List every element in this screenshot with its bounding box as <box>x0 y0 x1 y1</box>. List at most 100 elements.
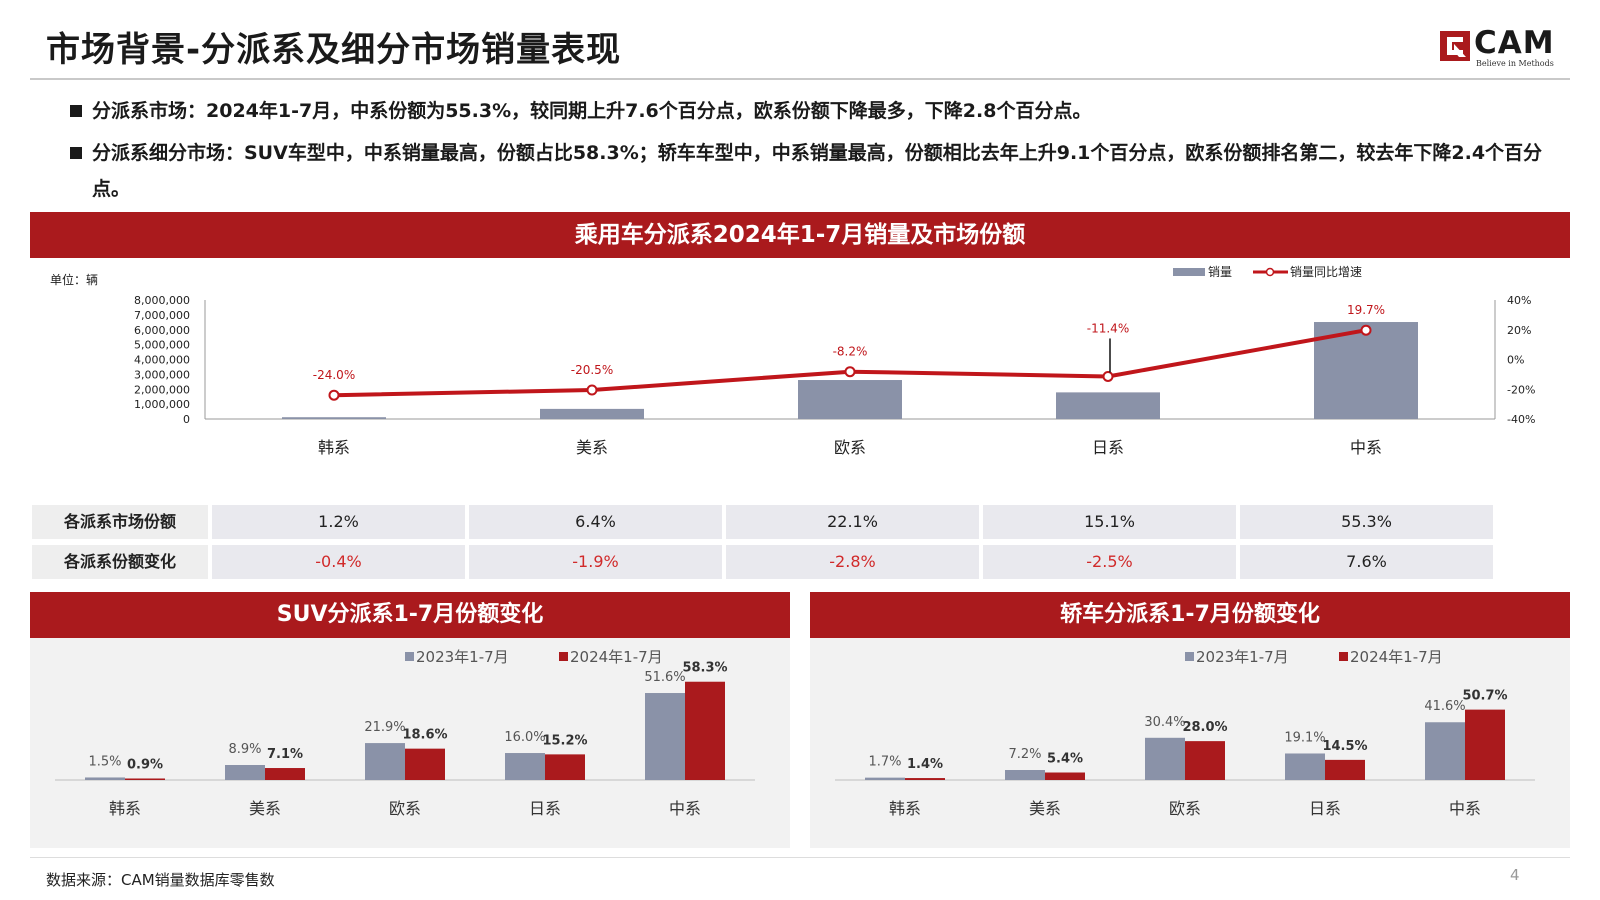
y2-tick-label: 20% <box>1507 324 1531 337</box>
growth-data-label: 19.7% <box>1347 303 1385 317</box>
bullet-square-icon <box>70 147 82 159</box>
data-label-2024: 58.3% <box>682 661 727 676</box>
share-cell: 1.2% <box>212 505 465 539</box>
x-category-label: 美系 <box>249 799 281 818</box>
legend-label-2024: 2024年1-7月 <box>1350 648 1443 666</box>
share-cell: 6.4% <box>469 505 722 539</box>
legend-label-2023: 2023年1-7月 <box>1196 648 1289 666</box>
y-tick-label: 8,000,000 <box>134 294 190 307</box>
share-bar-2023 <box>1145 737 1185 780</box>
legend-swatch-sales <box>1173 268 1205 276</box>
main-chart-title: 乘用车分派系2024年1-7月销量及市场份额 <box>30 212 1570 258</box>
suv-share-chart: 1.5% 0.9% 韩系 8.9% 7.1% 美系 21.9%18.6% 欧系 16.0%15.… <box>55 648 755 818</box>
data-label-2023: 30.4% <box>1144 715 1185 730</box>
logo-tagline: Believe in Methods <box>1476 59 1554 68</box>
legend-swatch-2023 <box>405 652 414 661</box>
y-tick-label: 7,000,000 <box>134 309 190 322</box>
share-cell: 55.3% <box>1240 505 1493 539</box>
share-bar-2024 <box>1045 772 1085 780</box>
share-bar-2023 <box>645 693 685 780</box>
legend-swatch-growth-marker <box>1265 267 1275 277</box>
data-source: 数据来源：CAM销量数据库零售数 <box>46 871 275 889</box>
x-category-label: 日系 <box>1309 799 1341 818</box>
share-bar-2024 <box>1325 759 1365 780</box>
data-label-2024: 1.4% <box>907 757 943 772</box>
summary-bullets: 分派系市场：2024年1-7月，中系份额为55.3%，较同期上升7.6个百分点，… <box>70 93 1570 207</box>
share-cell: 15.1% <box>983 505 1236 539</box>
y2-tick-label: 0% <box>1507 354 1524 367</box>
change-cell: -1.9% <box>469 545 722 579</box>
y-tick-label: 0 <box>183 413 190 426</box>
x-category-label: 日系 <box>529 799 561 818</box>
change-cell: 7.6% <box>1240 545 1493 579</box>
y2-tick-label: -40% <box>1507 413 1535 426</box>
data-label-2024: 28.0% <box>1182 720 1227 735</box>
sales-bar <box>1056 392 1160 419</box>
x-category-label: 韩系 <box>109 799 141 818</box>
share-bar-2024 <box>1185 741 1225 780</box>
x-category-label: 美系 <box>576 438 608 457</box>
x-category-label: 欧系 <box>834 438 866 457</box>
bullet-square-icon <box>70 105 82 117</box>
share-bar-2023 <box>1285 753 1325 780</box>
row-label-change: 各派系份额变化 <box>32 545 208 579</box>
data-label-2024: 14.5% <box>1322 739 1367 754</box>
share-bar-2024 <box>905 778 945 780</box>
share-table: 各派系市场份额 各派系份额变化 1.2% 6.4% 22.1% 15.1% 55… <box>30 505 1570 583</box>
data-label-2023: 21.9% <box>364 720 405 735</box>
x-category-label: 日系 <box>1092 438 1124 457</box>
sales-bar <box>798 380 902 419</box>
data-label-2023: 41.6% <box>1424 699 1465 714</box>
x-category-label: 韩系 <box>318 438 350 457</box>
x-category-label: 中系 <box>669 799 701 818</box>
share-bar-2024 <box>405 748 445 780</box>
bullet-item: 分派系市场：2024年1-7月，中系份额为55.3%，较同期上升7.6个百分点，… <box>70 93 1570 129</box>
share-bar-2024 <box>265 768 305 780</box>
data-label-2023: 19.1% <box>1284 730 1325 745</box>
data-label-2024: 7.1% <box>267 747 303 762</box>
sedan-chart-title: 轿车分派系1-7月份额变化 <box>810 592 1570 638</box>
bullet-text: 分派系细分市场：SUV车型中，中系销量最高，份额占比58.3%；轿车车型中，中系… <box>92 142 1543 200</box>
bullet-text: 分派系市场：2024年1-7月，中系份额为55.3%，较同期上升7.6个百分点，… <box>92 100 1092 122</box>
share-bar-2024 <box>125 778 165 780</box>
legend-label-growth: 销量同比增速 <box>1290 265 1362 279</box>
share-bar-2024 <box>545 754 585 780</box>
bullet-item: 分派系细分市场：SUV车型中，中系销量最高，份额占比58.3%；轿车车型中，中系… <box>70 135 1570 207</box>
share-bar-2023 <box>505 753 545 780</box>
x-category-label: 欧系 <box>1169 799 1201 818</box>
share-bar-2023 <box>865 777 905 780</box>
y2-tick-label: 40% <box>1507 294 1531 307</box>
y-tick-label: 3,000,000 <box>134 368 190 381</box>
cam-logo-mark-icon <box>1440 31 1470 61</box>
data-label-2023: 8.9% <box>228 742 261 757</box>
legend-swatch-2024 <box>559 652 568 661</box>
legend-label-sales: 销量 <box>1208 265 1232 279</box>
growth-data-label: -11.4% <box>1087 321 1129 335</box>
growth-point <box>1360 324 1372 336</box>
x-category-label: 欧系 <box>389 799 421 818</box>
y-tick-label: 1,000,000 <box>134 398 190 411</box>
page-title: 市场背景-分派系及细分市场销量表现 <box>46 30 622 70</box>
growth-point <box>586 384 598 396</box>
share-bar-2023 <box>1005 770 1045 780</box>
data-label-2023: 16.0% <box>504 730 545 745</box>
suv-chart-title: SUV分派系1-7月份额变化 <box>30 592 790 638</box>
change-cell: -0.4% <box>212 545 465 579</box>
data-label-2023: 1.5% <box>88 754 121 769</box>
share-bar-2023 <box>365 743 405 780</box>
legend-label-2023: 2023年1-7月 <box>416 648 509 666</box>
growth-data-label: -24.0% <box>313 368 355 382</box>
growth-data-label: -8.2% <box>833 345 868 359</box>
page-number: 4 <box>1510 866 1520 884</box>
share-cell: 22.1% <box>726 505 979 539</box>
data-label-2023: 7.2% <box>1008 747 1041 762</box>
growth-point <box>844 366 856 378</box>
unit-label: 单位：辆 <box>50 273 99 287</box>
data-label-2024: 0.9% <box>127 757 163 772</box>
cam-logo: CAM Believe in Methods <box>1440 25 1568 68</box>
change-cell: -2.8% <box>726 545 979 579</box>
sales-bar <box>282 417 386 419</box>
x-category-label: 美系 <box>1029 799 1061 818</box>
x-category-label: 中系 <box>1350 438 1382 457</box>
